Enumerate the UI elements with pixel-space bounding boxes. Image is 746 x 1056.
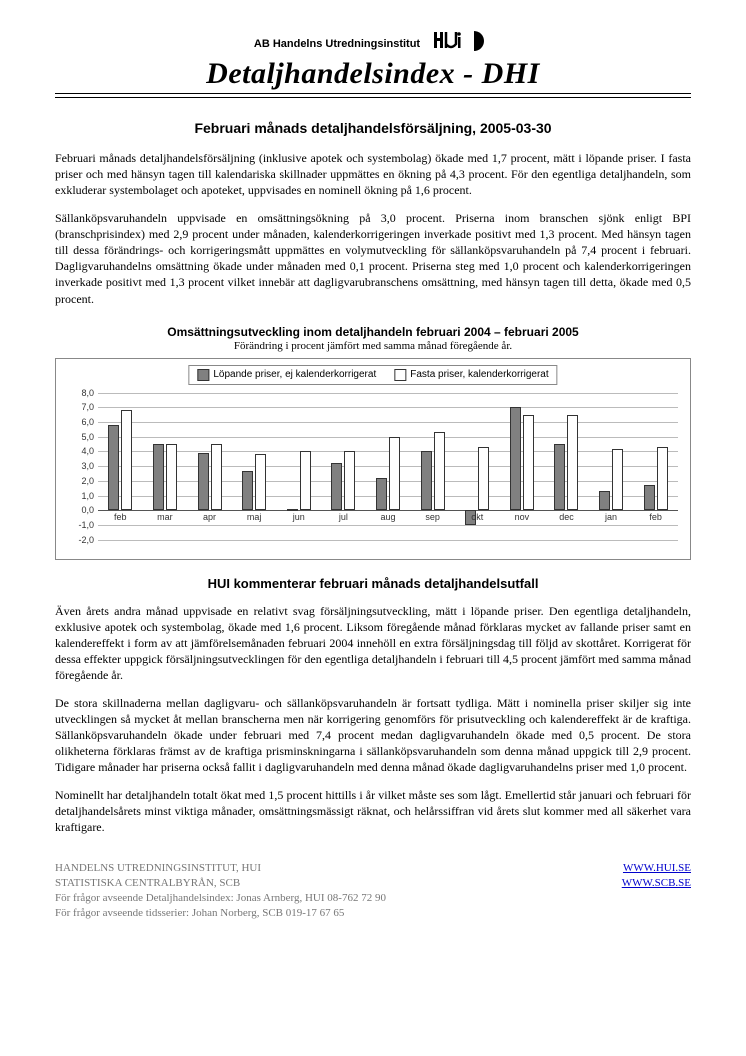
chart-ylabel: 6,0	[66, 417, 94, 427]
chart-gridline	[98, 466, 678, 467]
chart-gridline	[98, 496, 678, 497]
chart-gridline	[98, 481, 678, 482]
half-circle-icon	[470, 30, 492, 57]
commentary-paragraph-2: De stora skillnaderna mellan dagligvaru-…	[55, 695, 691, 776]
page-title: Februari månads detaljhandelsförsäljning…	[55, 120, 691, 136]
chart-gridline	[98, 393, 678, 394]
chart-title: Omsättningsutveckling inom detaljhandeln…	[55, 325, 691, 339]
chart-section: Omsättningsutveckling inom detaljhandeln…	[55, 325, 691, 560]
chart-bar-series1	[242, 471, 253, 511]
chart-bar-series1	[510, 407, 521, 510]
legend-label-1: Löpande priser, ej kalenderkorrigerat	[213, 369, 376, 380]
chart-ylabel: -2,0	[66, 535, 94, 545]
commentary-paragraph-1: Även årets andra månad uppvisade en rela…	[55, 603, 691, 684]
chart-bar-series2	[567, 415, 578, 511]
footer-org-2: STATISTISKA CENTRALBYRÅN, SCB	[55, 876, 240, 891]
chart-xlabel: nov	[515, 512, 530, 522]
chart-xlabel: mar	[157, 512, 173, 522]
chart-ylabel: 1,0	[66, 491, 94, 501]
footer-link-scb[interactable]: WWW.SCB.SE	[622, 876, 691, 891]
chart-ylabel: 8,0	[66, 388, 94, 398]
legend-item-1: Löpande priser, ej kalenderkorrigerat	[197, 369, 376, 381]
chart-xlabel: dec	[559, 512, 574, 522]
hui-logo-icon	[430, 30, 464, 57]
chart-container: Löpande priser, ej kalenderkorrigerat Fa…	[55, 358, 691, 560]
footer-row-1: HANDELNS UTREDNINGSINSTITUT, HUI WWW.HUI…	[55, 861, 691, 876]
chart-xlabel: jun	[293, 512, 305, 522]
chart-bar-series2	[344, 451, 355, 510]
chart-gridline	[98, 437, 678, 438]
chart-bar-series2	[166, 444, 177, 510]
intro-paragraph-1: Februari månads detaljhandelsförsäljning…	[55, 150, 691, 199]
chart-ylabel: -1,0	[66, 520, 94, 530]
chart-gridline	[98, 407, 678, 408]
chart-xlabel: feb	[114, 512, 127, 522]
chart-xlabel: okt	[471, 512, 483, 522]
chart-bar-series1	[331, 463, 342, 510]
chart-xlabel: feb	[649, 512, 662, 522]
chart-ylabel: 3,0	[66, 461, 94, 471]
chart-ylabel: 4,0	[66, 446, 94, 456]
footer-contact-2: För frågor avseende tidsserier: Johan No…	[55, 906, 691, 921]
chart-bar-series2	[121, 410, 132, 510]
chart-bar-series1	[153, 444, 164, 510]
chart-gridline	[98, 525, 678, 526]
footer-contact-1: För frågor avseende Detaljhandelsindex: …	[55, 891, 691, 906]
footer-row-2: STATISTISKA CENTRALBYRÅN, SCB WWW.SCB.SE	[55, 876, 691, 891]
chart-gridline	[98, 422, 678, 423]
chart-bar-series2	[434, 432, 445, 510]
chart-bar-series1	[376, 478, 387, 510]
legend-swatch-1	[197, 369, 209, 381]
chart-plot-area: -2,0-1,00,01,02,03,04,05,06,07,08,0febma…	[98, 393, 678, 541]
document-series-title: Detaljhandelsindex - DHI	[55, 57, 691, 91]
chart-xlabel: sep	[425, 512, 440, 522]
chart-bar-series2	[478, 447, 489, 510]
chart-bar-series1	[599, 491, 610, 510]
chart-xlabel: apr	[203, 512, 216, 522]
chart-legend: Löpande priser, ej kalenderkorrigerat Fa…	[188, 365, 557, 385]
chart-ylabel: 0,0	[66, 505, 94, 515]
chart-bar-series2	[657, 447, 668, 510]
chart-bar-series2	[612, 449, 623, 511]
org-name: AB Handelns Utredningsinstitut	[254, 38, 420, 50]
chart-xlabel: maj	[247, 512, 262, 522]
chart-bar-series1	[108, 425, 119, 510]
legend-label-2: Fasta priser, kalenderkorrigerat	[410, 369, 548, 380]
footer-link-hui[interactable]: WWW.HUI.SE	[623, 861, 691, 876]
chart-bar-series2	[255, 454, 266, 510]
chart-bar-series2	[300, 451, 311, 510]
chart-ylabel: 7,0	[66, 402, 94, 412]
chart-gridline	[98, 451, 678, 452]
chart-ylabel: 5,0	[66, 432, 94, 442]
header: AB Handelns Utredningsinstitut	[55, 30, 691, 57]
commentary-title: HUI kommenterar februari månads detaljha…	[55, 576, 691, 591]
chart-bar-series1	[421, 451, 432, 510]
chart-ylabel: 2,0	[66, 476, 94, 486]
chart-xlabel: aug	[380, 512, 395, 522]
chart-bar-series2	[523, 415, 534, 511]
chart-xlabel: jul	[339, 512, 348, 522]
chart-gridline	[98, 540, 678, 541]
footer-org-1: HANDELNS UTREDNINGSINSTITUT, HUI	[55, 861, 261, 876]
chart-bar-series2	[389, 437, 400, 511]
page: AB Handelns Utredningsinstitut Detaljhan…	[0, 0, 746, 946]
chart-bar-series1	[287, 509, 298, 511]
chart-bar-series1	[198, 453, 209, 510]
header-divider	[55, 93, 691, 98]
chart-bar-series2	[211, 444, 222, 510]
commentary-paragraph-3: Nominellt har detaljhandeln totalt ökat …	[55, 787, 691, 836]
footer: HANDELNS UTREDNINGSINSTITUT, HUI WWW.HUI…	[55, 861, 691, 920]
intro-paragraph-2: Sällanköpsvaruhandeln uppvisade en omsät…	[55, 210, 691, 307]
legend-swatch-2	[394, 369, 406, 381]
chart-bar-series1	[554, 444, 565, 510]
chart-bar-series1	[644, 485, 655, 510]
chart-xlabel: jan	[605, 512, 617, 522]
legend-item-2: Fasta priser, kalenderkorrigerat	[394, 369, 548, 381]
chart-subtitle: Förändring i procent jämfört med samma m…	[55, 340, 691, 352]
